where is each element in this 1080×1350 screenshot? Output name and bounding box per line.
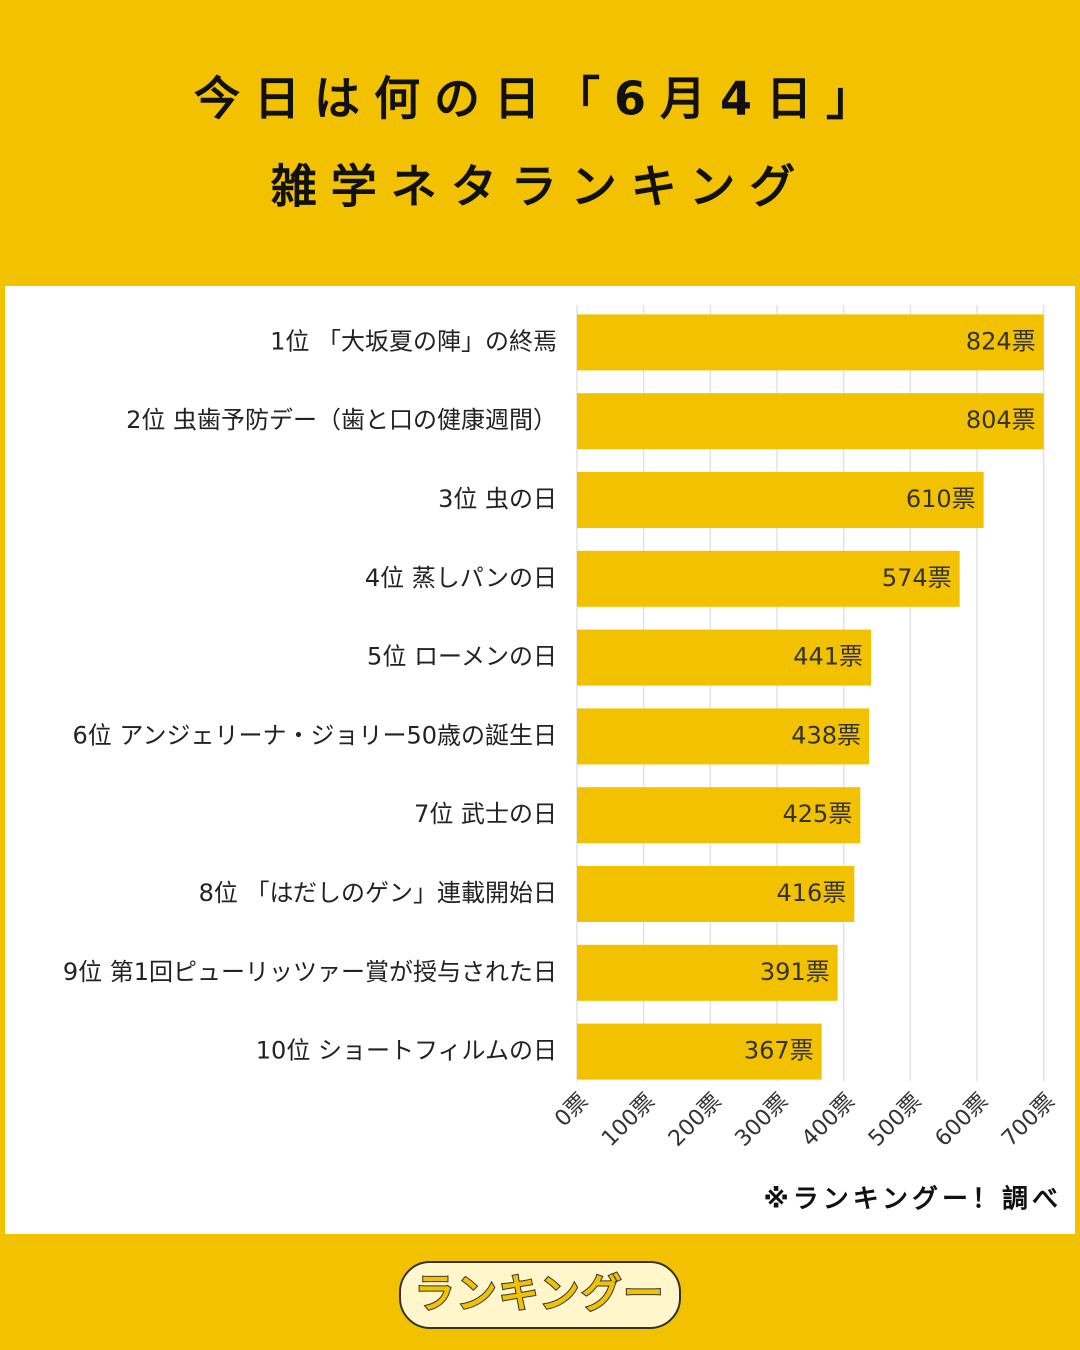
category-label: 5位 ローメンの日 — [367, 643, 557, 671]
value-label: 367票 — [744, 1037, 814, 1065]
bar — [577, 944, 838, 1001]
logo: ランキングー — [415, 1271, 666, 1317]
category-label: 4位 蒸しパンの日 — [365, 564, 557, 592]
value-label: 824票 — [966, 327, 1036, 355]
value-label: 804票 — [966, 406, 1036, 434]
bar — [577, 393, 1044, 450]
value-label: 425票 — [783, 800, 853, 828]
value-label: 441票 — [793, 643, 863, 671]
value-label: 610票 — [906, 485, 976, 513]
value-label: 574票 — [882, 564, 952, 592]
bar — [577, 629, 872, 686]
bar — [577, 787, 861, 844]
source: ※ランキングー！調べ — [764, 1184, 1063, 1215]
bar — [577, 866, 855, 922]
category-label: 10位 ショートフィルムの日 — [256, 1037, 557, 1065]
category-label: 7位 武士の日 — [414, 800, 557, 828]
category-label: 9位 第1回ピューリッツァー賞が授与された日 — [63, 958, 557, 986]
value-label: 416票 — [777, 879, 847, 907]
value-label: 438票 — [791, 721, 861, 749]
chart-subtitle: 雑学ネタランキング — [270, 160, 810, 214]
category-label: 3位 虫の日 — [438, 485, 557, 513]
category-label: 8位 「はだしのゲン」連載開始日 — [199, 879, 557, 907]
bar — [577, 550, 960, 607]
bar — [577, 1023, 822, 1080]
category-label: 2位 虫歯予防デー（歯と口の健康週間） — [126, 406, 557, 434]
logo-bubble — [399, 1261, 681, 1329]
category-label: 1位 「大坂夏の陣」の終焉 — [270, 327, 557, 355]
category-label: 6位 アンジェリーナ・ジョリー50歳の誕生日 — [73, 721, 557, 749]
bar — [577, 314, 1044, 371]
bars — [577, 314, 1044, 1080]
bar — [577, 708, 870, 765]
chart-title: 今日は何の日「6月4日」 — [194, 72, 886, 126]
bar — [577, 472, 984, 528]
value-label: 391票 — [760, 958, 830, 986]
